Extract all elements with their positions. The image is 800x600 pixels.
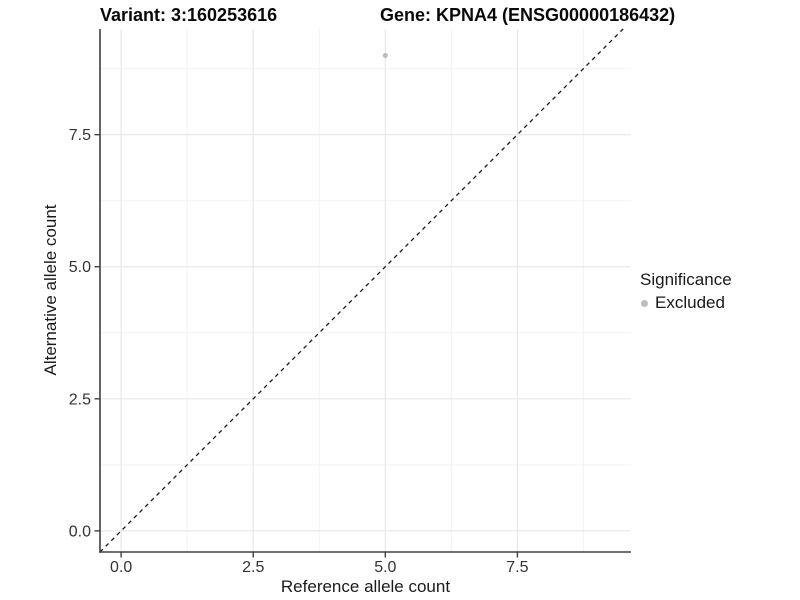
legend-title: Significance [640, 270, 732, 289]
y-tick-label: 7.5 [69, 127, 91, 144]
legend: Significance Excluded [640, 270, 732, 313]
y-tick-label: 5.0 [69, 259, 91, 276]
y-tick-label: 0.0 [69, 523, 91, 540]
y-axis-title: Alternative allele count [41, 204, 60, 376]
plot-title-variant: Variant: 3:160253616 [100, 5, 278, 25]
legend-point-icon [641, 299, 648, 307]
x-axis-title: Reference allele count [280, 577, 451, 596]
data-point [382, 52, 388, 59]
x-tick-label: 2.5 [242, 559, 264, 576]
x-tick-label: 7.5 [506, 559, 528, 576]
identity-line [99, 28, 624, 553]
y-tick-label: 2.5 [69, 391, 91, 408]
x-tick-label: 0.0 [110, 559, 132, 576]
plot-title-gene: Gene: KPNA4 (ENSG00000186432) [380, 5, 676, 25]
x-tick-label: 5.0 [374, 559, 396, 576]
legend-item-excluded: Excluded [640, 293, 732, 313]
legend-item-label: Excluded [655, 293, 725, 312]
